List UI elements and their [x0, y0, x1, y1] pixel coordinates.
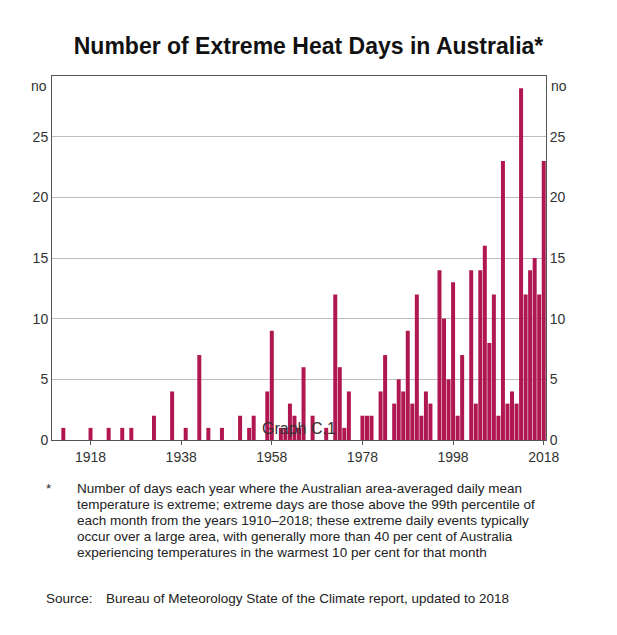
svg-text:10: 10 [33, 311, 49, 327]
svg-text:1998: 1998 [438, 449, 469, 465]
svg-text:15: 15 [33, 250, 49, 266]
svg-text:1938: 1938 [166, 449, 197, 465]
svg-text:1958: 1958 [256, 449, 287, 465]
html-text:Number of days each year where: Number of days each year where the Austr… [77, 481, 535, 560]
svg-text:25: 25 [550, 129, 566, 145]
svg-text:no: no [31, 78, 47, 94]
html-text:Bureau of Meteorology State of: Bureau of Meteorology State of the Clima… [106, 591, 509, 606]
svg-text:1918: 1918 [75, 449, 106, 465]
svg-text:Number of Extreme Heat Days in: Number of Extreme Heat Days in Australia… [74, 33, 544, 59]
svg-text:10: 10 [550, 311, 566, 327]
svg-text:20: 20 [550, 189, 566, 205]
svg-text:5: 5 [40, 371, 48, 387]
svg-text:20: 20 [33, 189, 49, 205]
svg-text:no: no [551, 78, 567, 94]
svg-text:0: 0 [40, 432, 48, 448]
html-text:Source:: Source: [46, 591, 93, 606]
svg-text:15: 15 [550, 250, 566, 266]
svg-text:0: 0 [550, 432, 558, 448]
svg-text:Graph C.1: Graph C.1 [262, 420, 336, 437]
svg-text:1978: 1978 [347, 449, 378, 465]
svg-text:25: 25 [33, 129, 49, 145]
svg-text:5: 5 [550, 371, 558, 387]
svg-text:2018: 2018 [528, 449, 559, 465]
